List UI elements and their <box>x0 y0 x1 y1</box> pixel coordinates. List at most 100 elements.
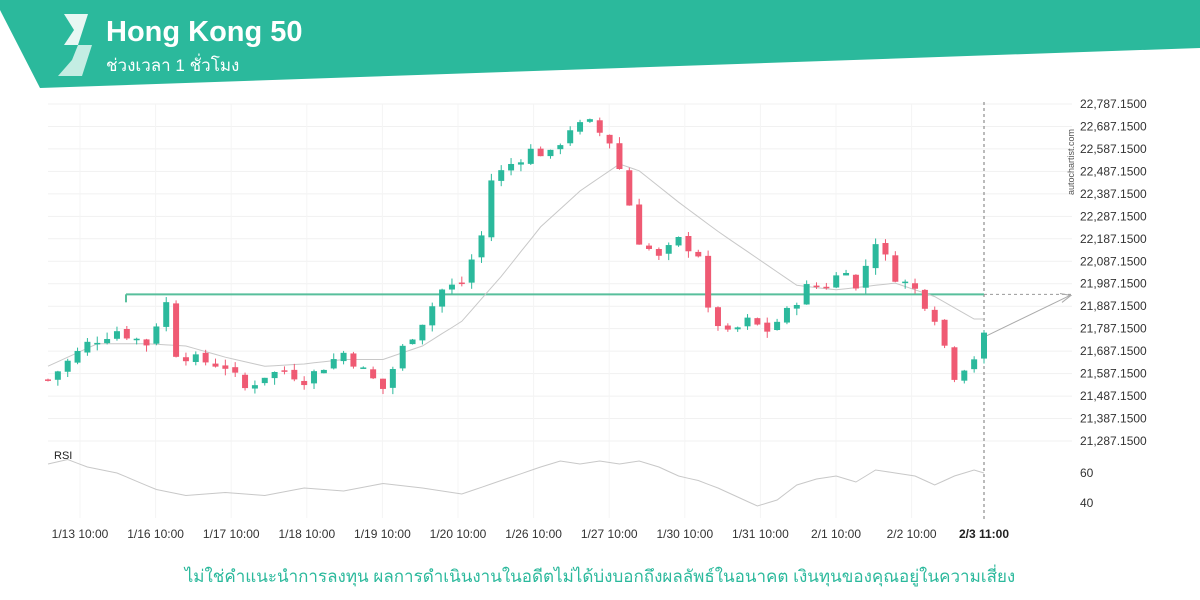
y-tick-label: 22,587.1500 <box>1080 142 1147 156</box>
candle-body <box>902 281 909 284</box>
candle-body <box>803 284 810 305</box>
price-chart: 22,787.1500 22,687.1500 22,587.1500 22,487.… <box>45 97 1147 541</box>
y-tick-label: 21,387.1500 <box>1080 412 1147 426</box>
x-tick-label: 1/16 10:00 <box>127 527 184 541</box>
candle-body <box>646 245 653 249</box>
x-tick-label: 1/13 10:00 <box>52 527 109 541</box>
candle-body <box>74 350 81 363</box>
candle-body <box>330 359 337 369</box>
candle-body <box>665 245 672 254</box>
candle-body <box>173 303 180 357</box>
candle-body <box>695 251 702 257</box>
candle-body <box>843 272 850 276</box>
candle-body <box>45 379 51 381</box>
candle-body <box>537 148 544 157</box>
candle-body <box>586 119 593 122</box>
candle-body <box>468 259 475 283</box>
y-tick-label: 22,387.1500 <box>1080 187 1147 201</box>
candle-body <box>714 307 721 327</box>
projection-arrow-head <box>1059 292 1073 303</box>
autochartist-logo-icon <box>58 14 92 76</box>
x-tick-label: 2/1 10:00 <box>811 527 861 541</box>
candle-body <box>399 345 406 369</box>
candle-body <box>862 265 869 288</box>
risk-disclaimer: ไม่ใช่คำแนะนำการลงทุน ผลการดำเนินงานในอด… <box>184 567 1016 586</box>
candle-body <box>606 134 613 144</box>
candle-body <box>212 363 219 367</box>
candle-body <box>192 354 199 362</box>
candle-body <box>685 236 692 252</box>
candle-body <box>84 341 91 353</box>
candle-body <box>567 130 574 144</box>
candle-body <box>636 204 643 245</box>
candle-body <box>163 302 170 327</box>
candle-body <box>54 371 61 380</box>
y-tick-label: 21,687.1500 <box>1080 344 1147 358</box>
candle-body <box>557 145 564 150</box>
candle-body <box>340 352 347 362</box>
candle-body <box>616 143 623 170</box>
candle-body <box>852 274 859 289</box>
x-tick-label: 1/18 10:00 <box>278 527 335 541</box>
candle-body <box>94 342 101 345</box>
rsi-line <box>47 458 985 507</box>
candle-body <box>133 338 140 341</box>
candle-body <box>458 282 465 285</box>
candle-body <box>498 170 505 181</box>
projection-arrow <box>983 294 1071 338</box>
candle-body <box>429 306 436 326</box>
candle-body <box>892 255 899 282</box>
candle-body <box>675 237 682 246</box>
candle-body <box>389 369 396 388</box>
x-tick-label: 1/31 10:00 <box>732 527 789 541</box>
y-tick-label: 22,187.1500 <box>1080 232 1147 246</box>
candle-body <box>744 317 751 327</box>
candle-body <box>941 319 948 346</box>
candle-body <box>222 365 229 369</box>
y-tick-label: 21,287.1500 <box>1080 434 1147 448</box>
candle-body <box>912 283 919 289</box>
x-tick-label: 2/2 10:00 <box>887 527 937 541</box>
rsi-tick-label: 40 <box>1080 496 1094 510</box>
rsi-label: RSI <box>54 450 72 462</box>
candle-body <box>301 380 308 386</box>
header-banner <box>0 0 1200 88</box>
x-tick-label: 1/17 10:00 <box>203 527 260 541</box>
candle-body <box>271 371 278 379</box>
candle-body <box>971 359 978 370</box>
candle-body <box>439 289 446 307</box>
candle-body <box>350 353 357 367</box>
candle-body <box>527 148 534 164</box>
x-tick-label: 1/27 10:00 <box>581 527 638 541</box>
candle-body <box>104 339 111 344</box>
candle-body <box>281 370 288 372</box>
candle-body <box>813 285 820 288</box>
candle-body <box>419 324 426 341</box>
candle-body <box>409 339 416 345</box>
candle-body <box>764 322 771 332</box>
y-tick-label: 22,287.1500 <box>1080 209 1147 223</box>
candle-body <box>182 357 189 362</box>
candle-body <box>754 318 761 325</box>
candle-body <box>291 369 298 380</box>
candle-body <box>793 304 800 309</box>
candle-body <box>951 347 958 380</box>
candle-body <box>370 369 377 379</box>
candle-body <box>113 331 120 339</box>
candle-body <box>153 326 160 344</box>
x-tick-label: 1/19 10:00 <box>354 527 411 541</box>
candle-body <box>872 244 879 269</box>
moving-average-line <box>47 163 984 367</box>
y-tick-label: 22,787.1500 <box>1080 97 1147 111</box>
candle-body <box>202 352 209 363</box>
candle-body <box>143 339 150 346</box>
candle-body <box>783 307 790 323</box>
candle-body <box>655 249 662 256</box>
candle-body <box>517 162 524 165</box>
rsi-tick-label: 60 <box>1080 466 1094 480</box>
candle-body <box>311 371 318 384</box>
x-tick-label: 1/20 10:00 <box>430 527 487 541</box>
candle-body <box>379 378 386 389</box>
x-tick-label: 1/30 10:00 <box>656 527 713 541</box>
candle-body <box>360 367 367 369</box>
